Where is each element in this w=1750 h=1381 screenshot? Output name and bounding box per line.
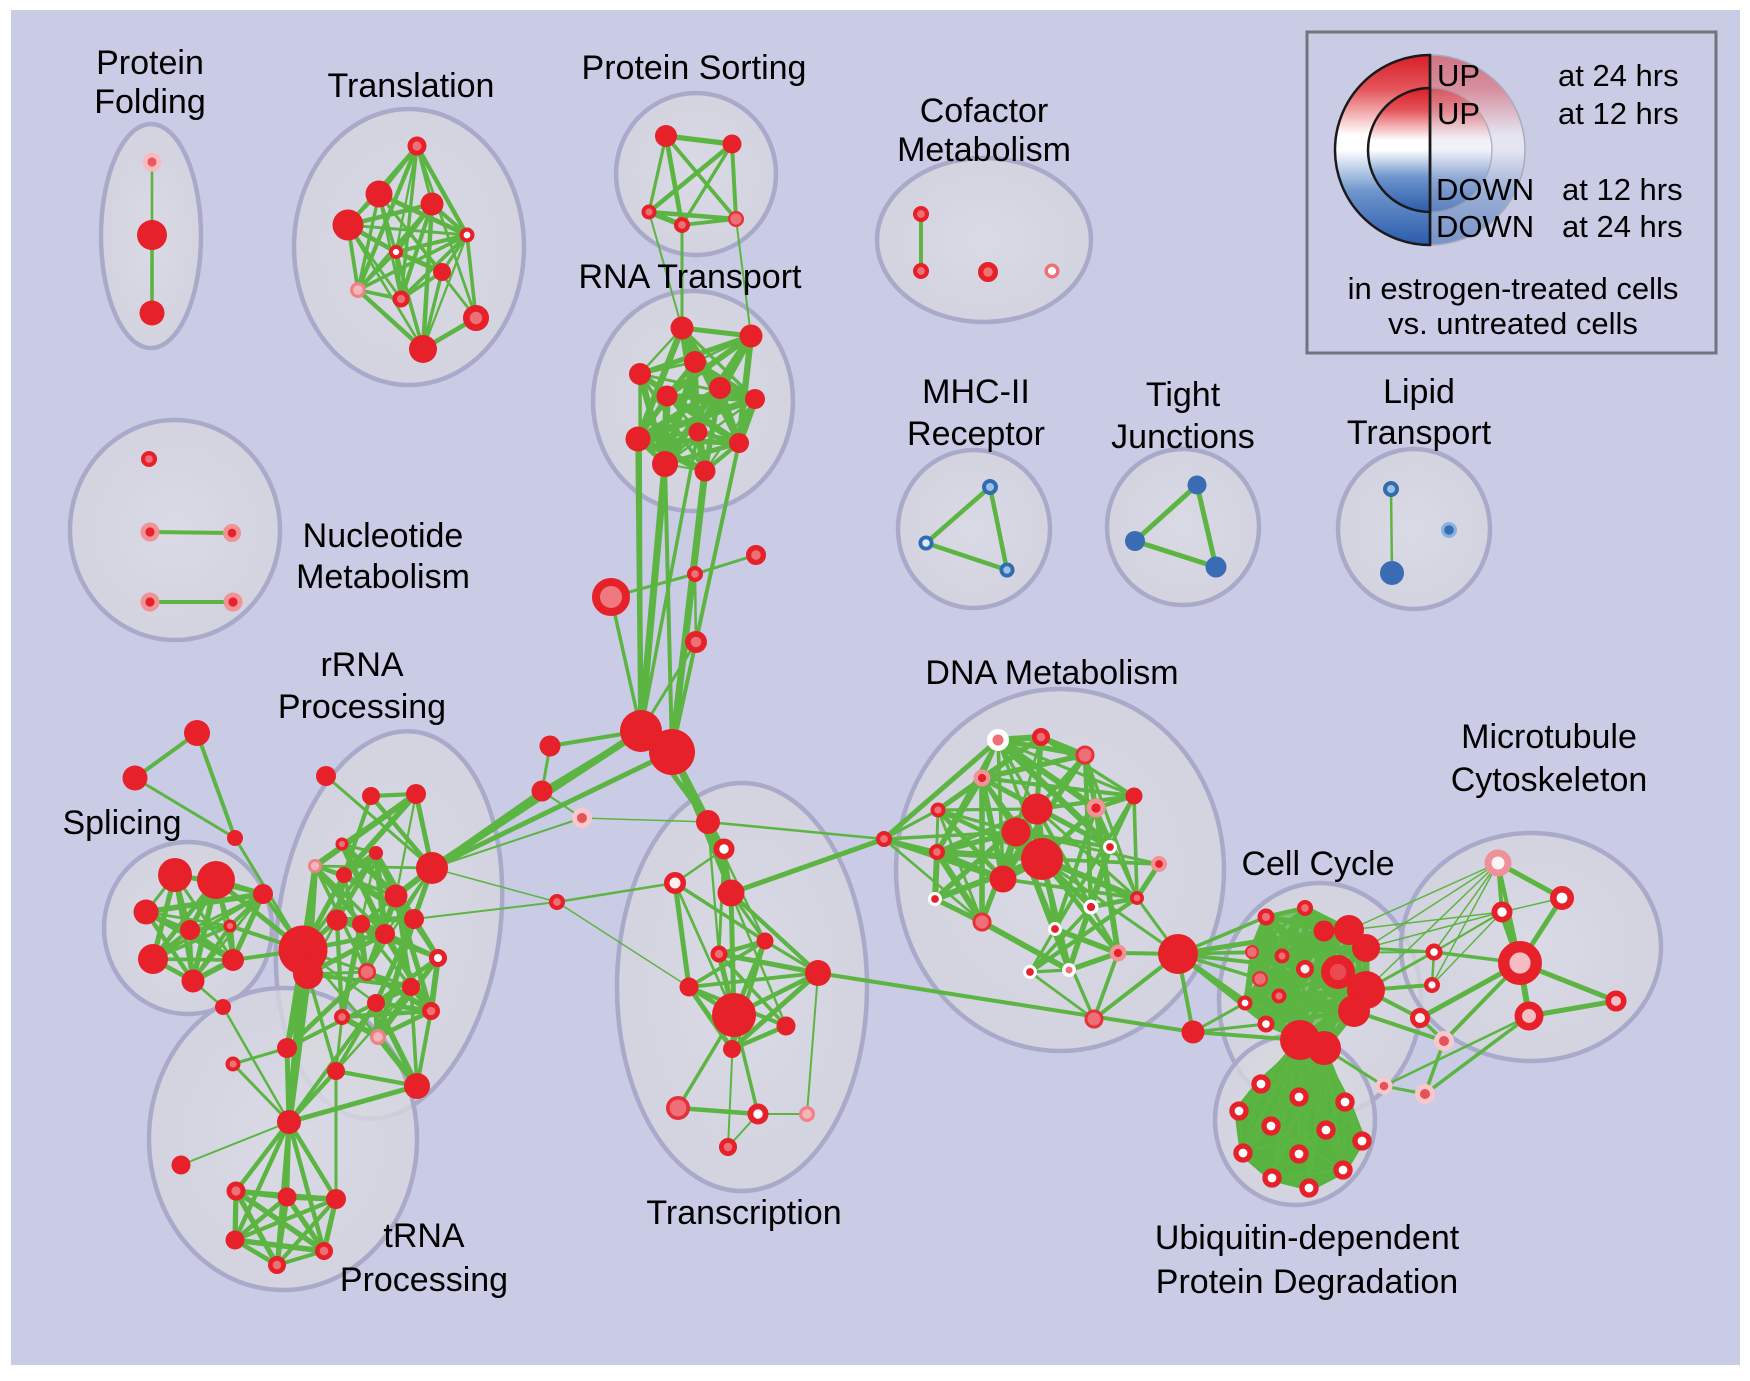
svg-text:Protein Degradation: Protein Degradation <box>1156 1263 1458 1301</box>
svg-text:Cytoskeleton: Cytoskeleton <box>1451 761 1648 799</box>
svg-text:Microtubule: Microtubule <box>1461 718 1637 756</box>
svg-text:Nucleotide: Nucleotide <box>303 517 464 555</box>
svg-text:at 12 hrs: at 12 hrs <box>1562 172 1683 207</box>
svg-text:Junctions: Junctions <box>1111 418 1255 456</box>
svg-text:Ubiquitin-dependent: Ubiquitin-dependent <box>1155 1219 1460 1257</box>
svg-text:Lipid: Lipid <box>1383 373 1455 411</box>
svg-text:Processing: Processing <box>278 688 446 726</box>
svg-text:MHC-II: MHC-II <box>922 373 1030 411</box>
svg-text:tRNA: tRNA <box>383 1217 465 1255</box>
svg-text:rRNA: rRNA <box>320 646 403 684</box>
svg-text:Protein Sorting: Protein Sorting <box>582 49 807 87</box>
svg-text:Cell Cycle: Cell Cycle <box>1241 845 1394 883</box>
svg-text:DNA Metabolism: DNA Metabolism <box>925 654 1178 692</box>
svg-text:Metabolism: Metabolism <box>897 131 1071 169</box>
svg-text:in estrogen-treated cells: in estrogen-treated cells <box>1348 271 1679 306</box>
svg-text:Receptor: Receptor <box>907 415 1045 453</box>
svg-text:Cofactor: Cofactor <box>920 92 1049 130</box>
svg-text:at 12 hrs: at 12 hrs <box>1558 96 1679 131</box>
svg-text:DOWN: DOWN <box>1436 209 1534 244</box>
svg-text:at 24 hrs: at 24 hrs <box>1558 58 1679 93</box>
svg-text:UP: UP <box>1437 58 1480 93</box>
svg-text:DOWN: DOWN <box>1436 172 1534 207</box>
svg-text:Transport: Transport <box>1347 414 1492 452</box>
svg-text:Tight: Tight <box>1146 376 1221 414</box>
svg-text:Protein: Protein <box>96 44 204 82</box>
svg-text:Folding: Folding <box>94 83 206 121</box>
svg-text:vs. untreated cells: vs. untreated cells <box>1388 306 1638 341</box>
svg-text:at 24 hrs: at 24 hrs <box>1562 209 1683 244</box>
svg-text:Processing: Processing <box>340 1261 508 1299</box>
svg-text:UP: UP <box>1437 96 1480 131</box>
svg-text:RNA Transport: RNA Transport <box>579 258 803 296</box>
svg-text:Translation: Translation <box>328 67 495 105</box>
svg-text:Transcription: Transcription <box>646 1194 841 1232</box>
svg-text:Splicing: Splicing <box>62 804 181 842</box>
svg-text:Metabolism: Metabolism <box>296 558 470 596</box>
